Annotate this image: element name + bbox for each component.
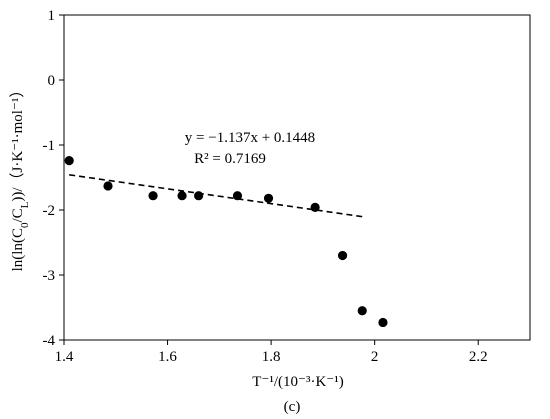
data-point bbox=[378, 317, 388, 328]
y-tick-label: -3 bbox=[43, 268, 56, 284]
x-axis-label: T⁻¹/(10⁻³·K⁻¹) bbox=[252, 374, 343, 390]
data-point bbox=[148, 191, 158, 201]
data-point bbox=[310, 202, 320, 212]
axis-ticks: 1 0 -1 -2 -3 -41.4 1.6 1.8 2 2.2 bbox=[43, 8, 488, 365]
data-point bbox=[263, 193, 274, 203]
y-tick-label: 0 bbox=[48, 73, 56, 89]
plot-border bbox=[63, 14, 531, 341]
y-label-main: ln(ln(C bbox=[10, 228, 26, 271]
y-tick-label: 1 bbox=[48, 8, 56, 24]
y-axis-label: ln(ln(C0/CL))/（J·K⁻¹·mol⁻¹） bbox=[9, 83, 31, 272]
data-point bbox=[357, 306, 367, 316]
trendline-equation: y = −1.137x + 0.1448 bbox=[185, 130, 315, 146]
data-point bbox=[177, 191, 187, 201]
plot-area bbox=[63, 14, 531, 341]
figure-caption: (c) bbox=[284, 399, 301, 415]
y-tick-label: -1 bbox=[43, 138, 56, 154]
x-tick-label: 1.6 bbox=[158, 349, 177, 365]
data-point bbox=[337, 250, 348, 261]
data-points bbox=[64, 156, 388, 328]
x-tick-label: 1.4 bbox=[55, 349, 74, 365]
y-tick-label: -2 bbox=[43, 203, 56, 219]
r-squared-label: R² = 0.7169 bbox=[194, 151, 266, 167]
data-point bbox=[64, 156, 74, 166]
y-label-sub-l: L bbox=[19, 201, 31, 208]
x-tick-label: 2.2 bbox=[469, 349, 488, 365]
y-tick-label: -4 bbox=[43, 333, 56, 349]
data-point bbox=[194, 191, 204, 201]
data-point bbox=[103, 181, 113, 191]
y-label-mid: /C bbox=[10, 208, 26, 222]
x-tick-label: 2 bbox=[371, 349, 379, 365]
y-label-sub-0: 0 bbox=[19, 222, 31, 228]
y-label-end: ))/（J·K⁻¹·mol⁻¹） bbox=[9, 83, 26, 202]
data-point bbox=[232, 191, 243, 201]
x-tick-label: 1.8 bbox=[262, 349, 281, 365]
